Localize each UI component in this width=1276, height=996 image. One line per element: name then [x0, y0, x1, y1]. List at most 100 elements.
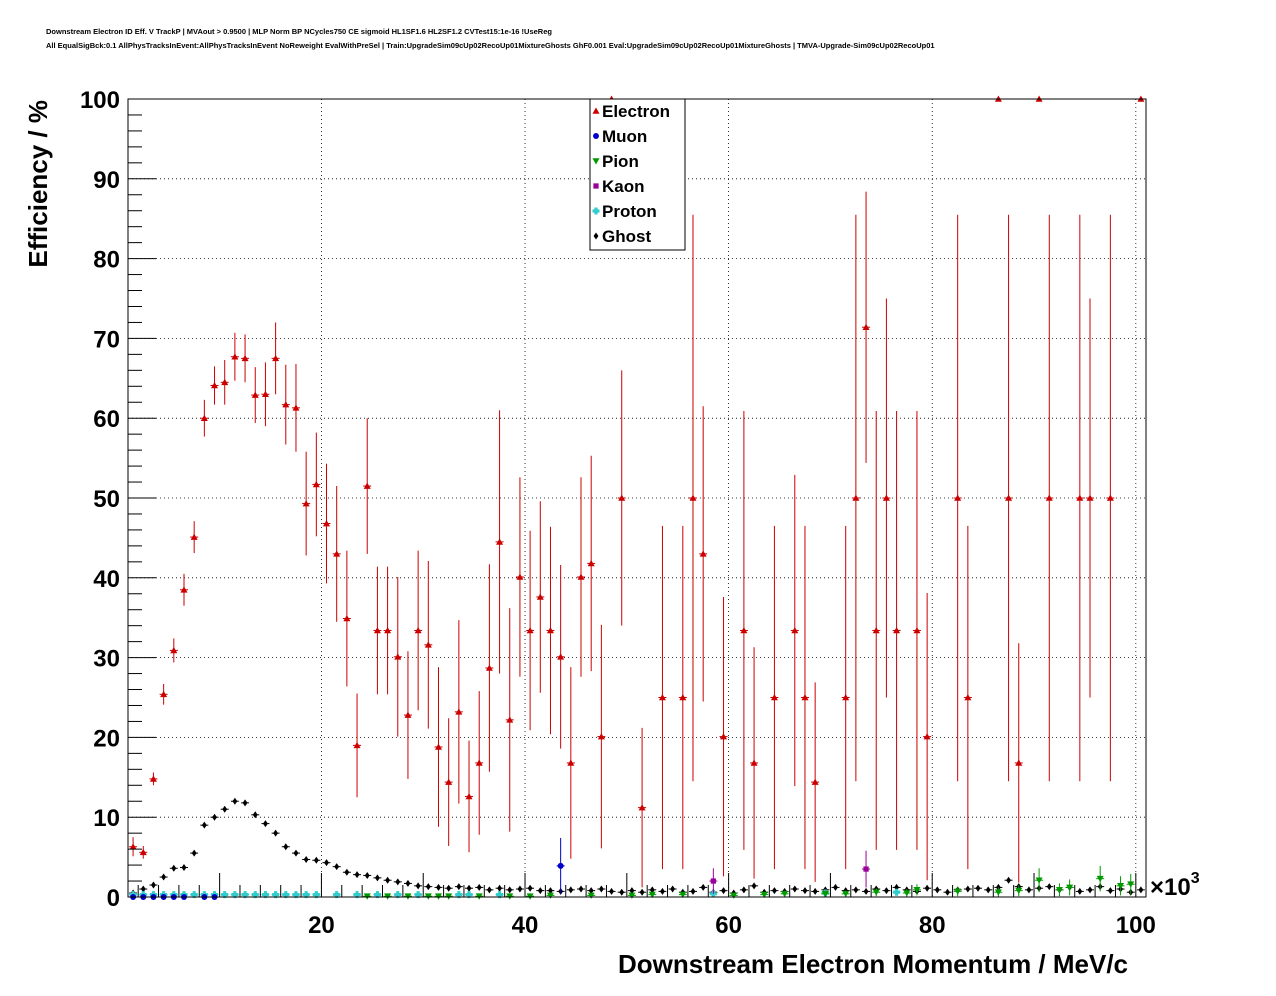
pion-point [679, 891, 687, 899]
legend-label-ghost: Ghost [602, 227, 651, 246]
x-tick-label: 80 [919, 912, 946, 939]
ghost-point [151, 881, 156, 889]
electron-point [180, 586, 188, 593]
ghost-point [527, 884, 533, 892]
electron-point [261, 390, 269, 398]
ghost-point [609, 887, 614, 895]
proton-point [221, 891, 229, 899]
ghost-point [517, 885, 523, 893]
pion-point [1015, 887, 1023, 895]
legend-label-muon: Muon [602, 127, 647, 146]
electron-point [1076, 494, 1084, 501]
electron-point [404, 711, 412, 718]
kaon-point [710, 878, 716, 884]
ghost-point [232, 797, 238, 805]
electron-point [353, 741, 361, 749]
chart-title-line-1: Downstream Electron ID Eff. V TrackP | M… [46, 27, 552, 36]
electron-point [750, 759, 758, 766]
legend-label-pion: Pion [602, 152, 639, 171]
ghost-point [222, 805, 228, 813]
ghost-point [751, 882, 757, 890]
legend-marker-ghost [593, 232, 599, 240]
ghost-point [924, 884, 930, 892]
legend-marker-kaon [593, 183, 599, 189]
y-tick-label: 0 [107, 885, 120, 912]
x-tick-label: 20 [308, 912, 335, 939]
pion-point [1096, 875, 1104, 883]
x-axis-title: Downstream Electron Momentum / MeV/c [618, 949, 1128, 979]
ghost-point [833, 883, 838, 891]
electron-point [740, 626, 748, 634]
electron-point [618, 494, 626, 501]
electron-point [852, 494, 860, 501]
proton-point [312, 891, 320, 899]
electron-point [546, 626, 554, 634]
x-multiplier-exponent: 3 [1191, 870, 1200, 887]
chart-title-line-2: All EqualSigBck:0.1 AllPhysTracksInEvent… [46, 41, 935, 50]
electron-point [160, 690, 168, 698]
electron-point [811, 778, 819, 785]
x-tick-label: 40 [512, 912, 539, 939]
electron-point [577, 573, 585, 580]
ghost-point [741, 886, 747, 894]
legend-label-kaon: Kaon [602, 177, 645, 196]
electron-point [363, 482, 371, 489]
ghost-point [497, 884, 503, 892]
ghost-point [863, 887, 869, 895]
electron-point [964, 694, 972, 701]
electron-point [526, 626, 534, 634]
ghost-point [1077, 887, 1083, 895]
electron-point [842, 694, 850, 701]
electron-point [384, 626, 392, 634]
proton-point [496, 891, 504, 899]
ghost-point [171, 864, 177, 872]
y-tick-label: 60 [93, 406, 120, 433]
y-tick-label: 100 [80, 87, 120, 114]
pion-point [1035, 877, 1043, 884]
ghost-point [660, 887, 665, 895]
ghost-point [1046, 883, 1052, 891]
electron-point [333, 550, 341, 557]
ghost-point [324, 859, 329, 867]
proton-point [282, 891, 290, 899]
electron-point [200, 414, 208, 421]
y-tick-label: 90 [93, 167, 120, 194]
ghost-point [395, 878, 401, 886]
ghost-point [568, 886, 574, 894]
proton-point [414, 891, 422, 899]
electron-point [699, 550, 707, 557]
series-electron [129, 95, 1145, 888]
ghost-point [415, 882, 421, 890]
proton-point [333, 891, 341, 899]
proton-point [455, 891, 463, 899]
electron-point [312, 480, 320, 488]
electron-point [496, 538, 504, 545]
ghost-point [721, 887, 726, 895]
electron-point [282, 401, 290, 408]
proton-point [261, 891, 269, 899]
ghost-point [201, 821, 207, 829]
electron-point [373, 626, 381, 634]
pion-point [994, 889, 1002, 896]
proton-point [272, 891, 280, 899]
proton-point [373, 891, 381, 899]
ghost-point [771, 887, 777, 895]
y-tick-label: 50 [93, 486, 120, 513]
pion-point [648, 891, 656, 899]
y-tick-label: 30 [93, 646, 120, 673]
ghost-point [212, 813, 217, 821]
electron-point [587, 559, 595, 567]
muon-point [557, 862, 564, 869]
proton-point [893, 888, 901, 896]
ghost-point [578, 885, 584, 893]
electron-point [557, 653, 565, 660]
electron-point [516, 573, 524, 580]
ghost-point [934, 886, 940, 894]
electron-point [465, 792, 473, 800]
electron-point [414, 626, 422, 634]
ghost-point [436, 883, 441, 891]
series-ghost [129, 797, 1145, 897]
ghost-point [812, 887, 818, 895]
y-tick-label: 10 [93, 805, 120, 832]
ghost-point [446, 884, 452, 892]
